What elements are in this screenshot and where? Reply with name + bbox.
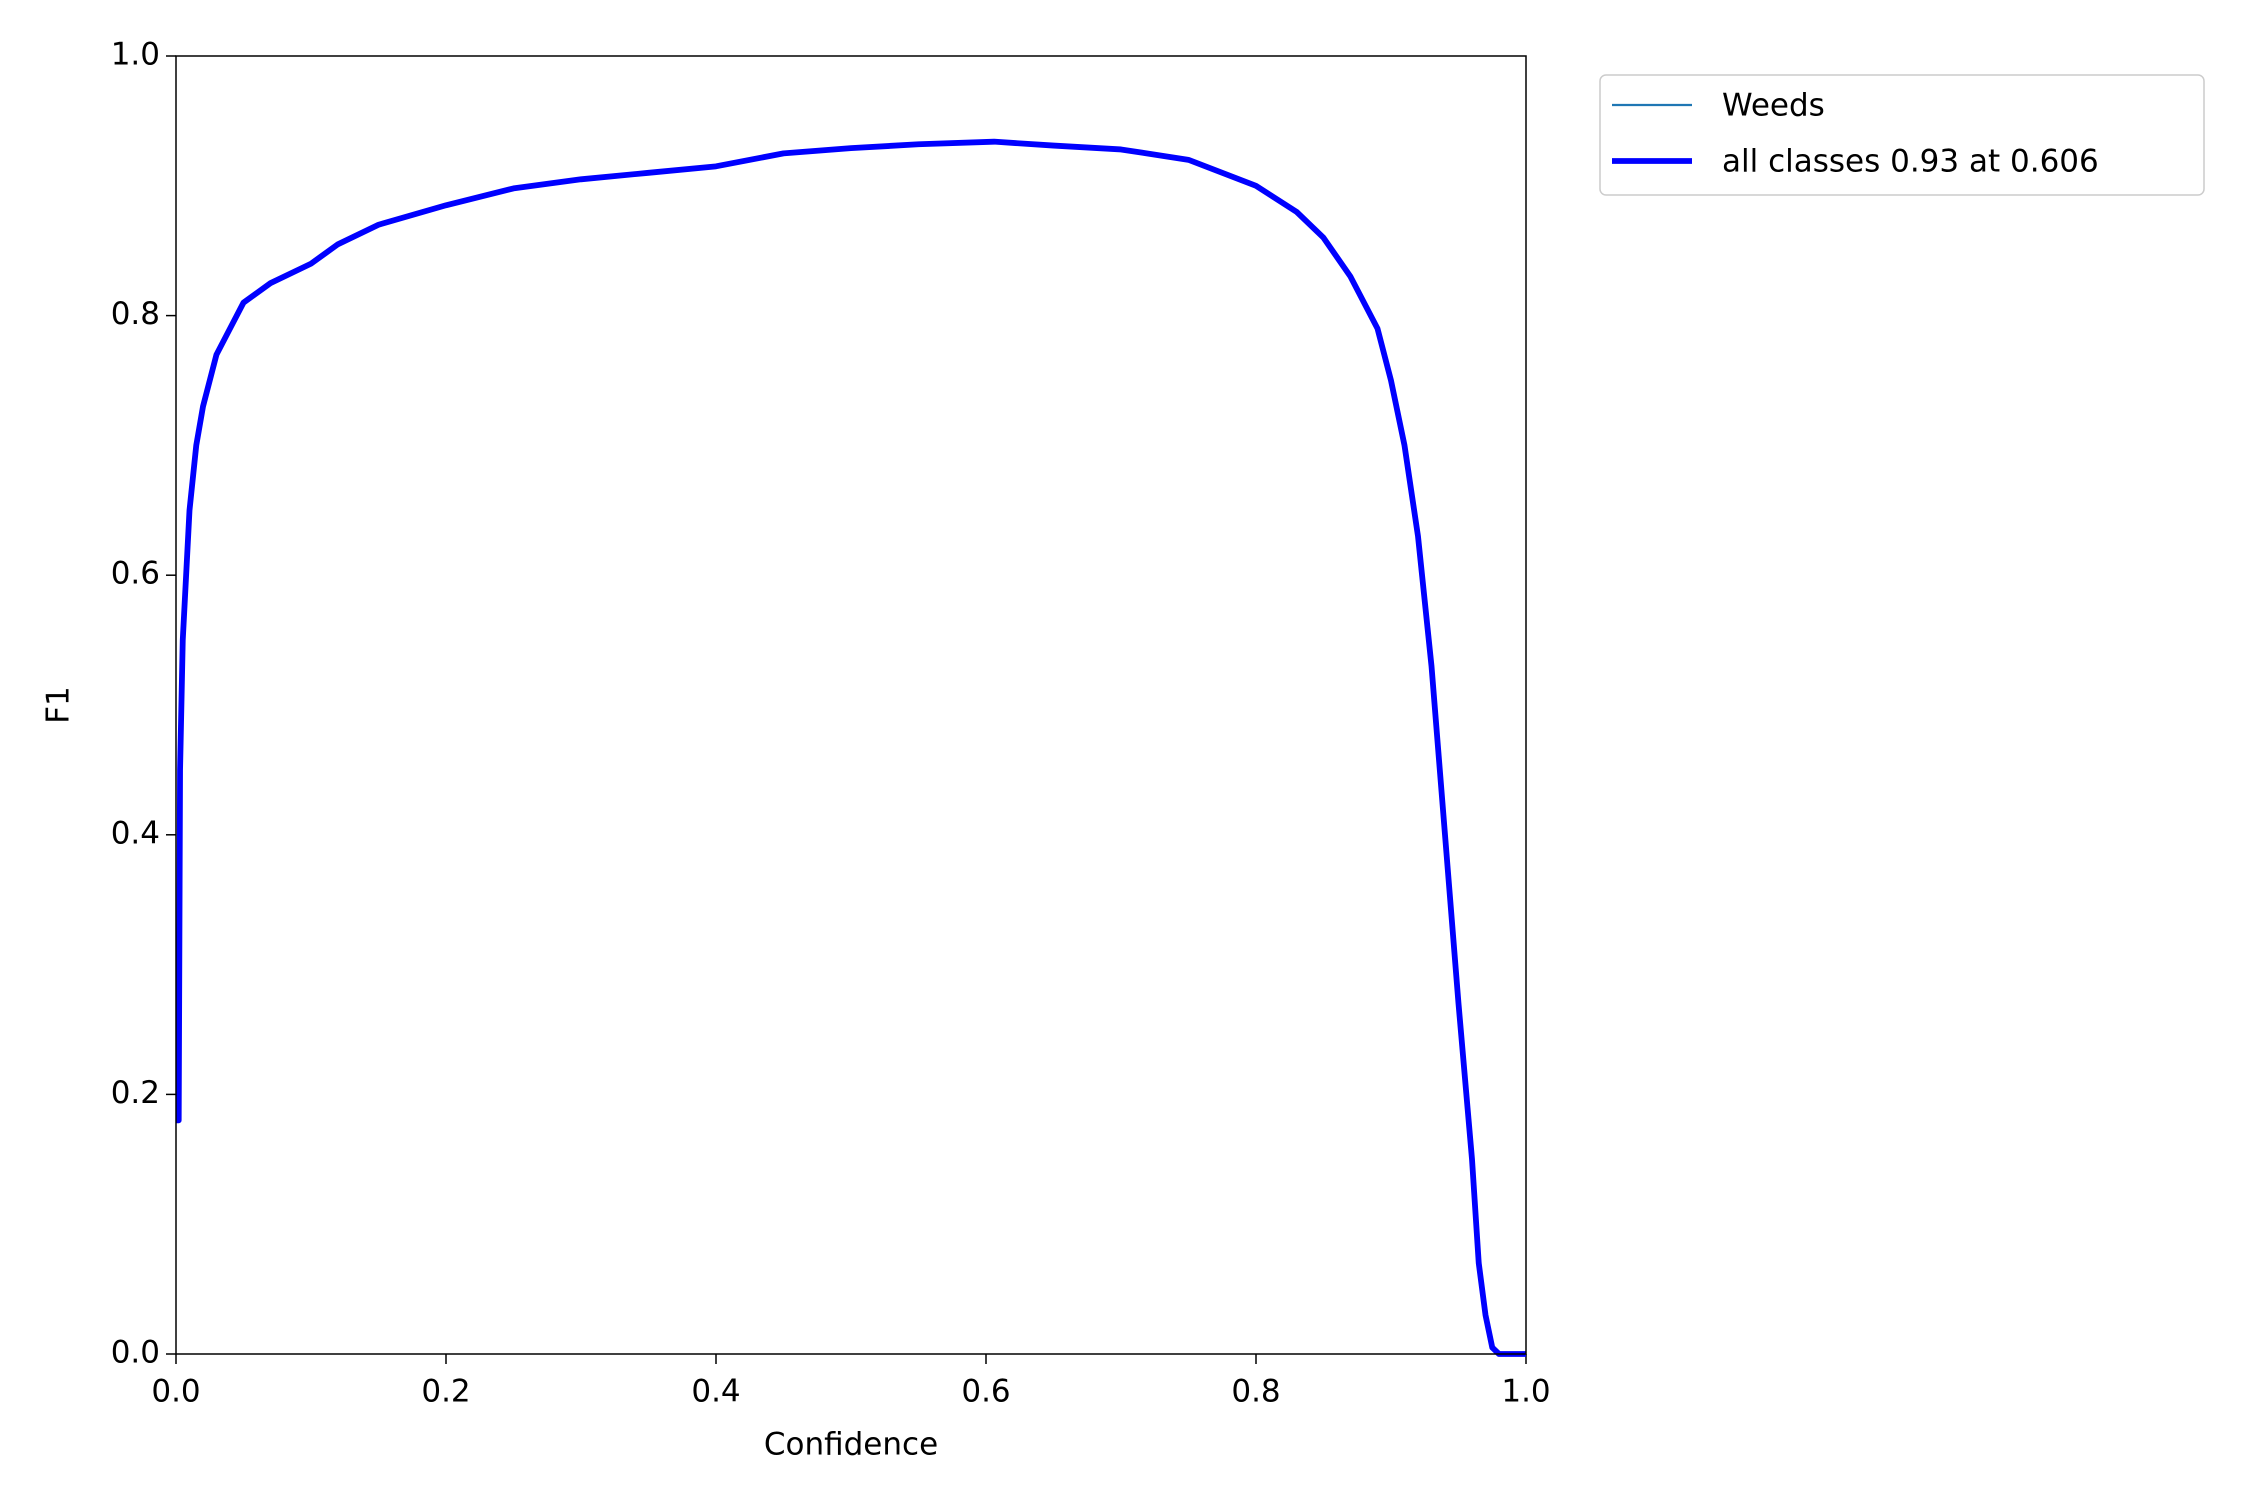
line-series bbox=[175, 138, 1526, 1357]
x-tick-label: 0.8 bbox=[1231, 1374, 1280, 1410]
legend-box bbox=[1599, 74, 2205, 196]
y-axis-label: F1 bbox=[41, 686, 77, 724]
legend-label: all classes 0.93 at 0.606 bbox=[1722, 144, 2099, 180]
plot-frame bbox=[175, 55, 1527, 1355]
y-tick-label: 0.4 bbox=[111, 815, 160, 851]
y-tick-label: 0.0 bbox=[111, 1335, 160, 1371]
legend-label: Weeds bbox=[1722, 88, 1825, 124]
x-tick-label: 0.6 bbox=[961, 1374, 1010, 1410]
x-tick-label: 0.0 bbox=[151, 1374, 200, 1410]
x-tick-label: 0.2 bbox=[421, 1374, 470, 1410]
y-tick-label: 0.2 bbox=[111, 1075, 160, 1111]
x-tick-label: 0.4 bbox=[691, 1374, 740, 1410]
y-tick-label: 1.0 bbox=[111, 37, 160, 73]
y-tick-label: 0.6 bbox=[111, 556, 160, 592]
x-axis-label: Confidence bbox=[764, 1427, 938, 1463]
x-tick-label: 1.0 bbox=[1501, 1374, 1550, 1410]
y-tick-label: 0.8 bbox=[111, 296, 160, 332]
